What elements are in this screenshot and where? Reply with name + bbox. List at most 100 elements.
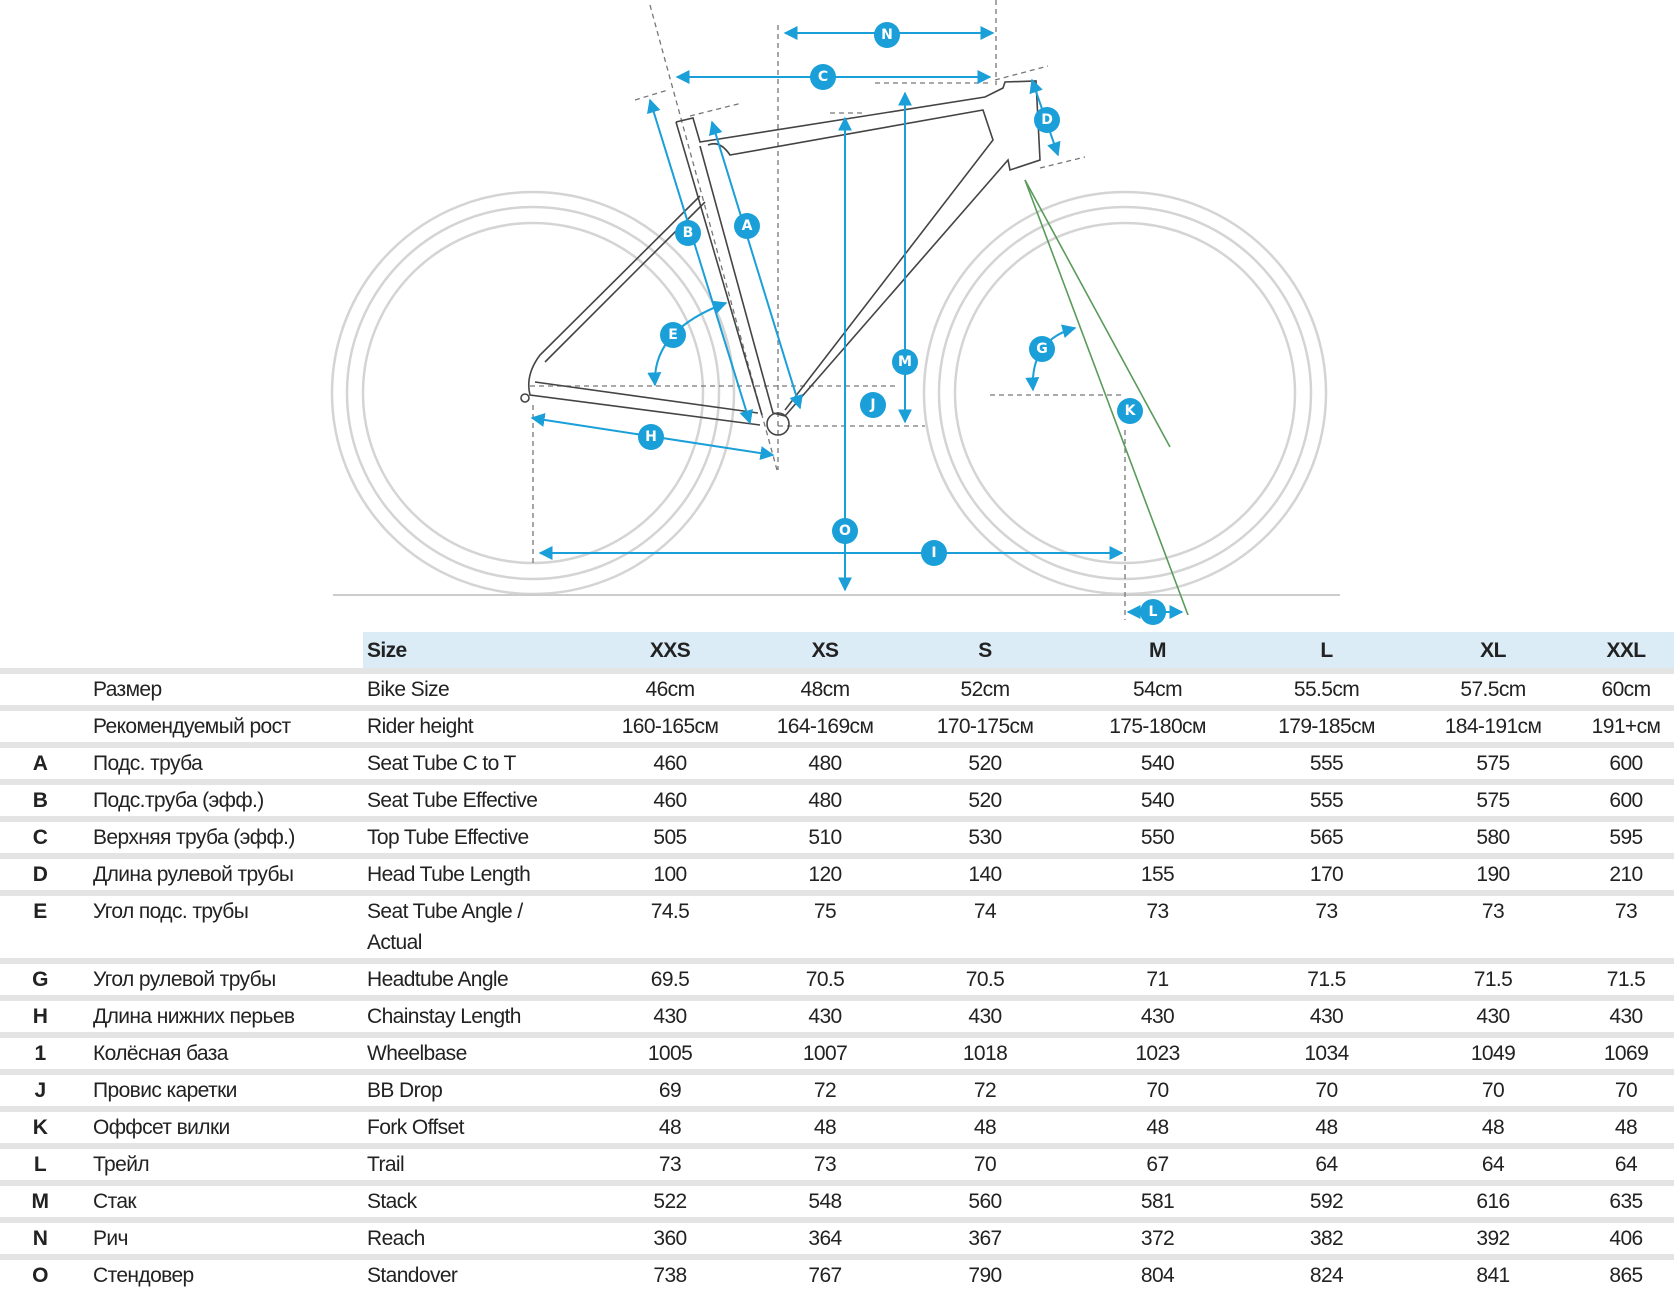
fork-lines (1024, 179, 1189, 616)
svg-text:A: A (742, 218, 753, 234)
row-value: 190 (1408, 853, 1578, 893)
size-xxl-header: XXL (1578, 632, 1674, 671)
row-value: 70 (1578, 1069, 1674, 1109)
row-value: 530 (900, 816, 1070, 856)
row-value: 580 (1408, 816, 1578, 856)
row-value: 1007 (750, 1032, 900, 1072)
row-value: 430 (1408, 995, 1578, 1035)
row-value: 1018 (900, 1032, 1070, 1072)
row-value: 430 (590, 995, 750, 1035)
row-value: 57.5cm (1408, 668, 1578, 708)
table-row: 1 Колёсная база Wheelbase 1005 1007 1018 1023 1… (0, 1032, 1674, 1072)
svg-text:J: J (869, 397, 875, 413)
badge-e: E (660, 322, 686, 348)
svg-text:D: D (1041, 112, 1053, 128)
badge-o: O (832, 518, 858, 544)
svg-text:L: L (1149, 604, 1158, 620)
row-letter: J (0, 1069, 80, 1109)
row-value: 430 (1245, 995, 1408, 1035)
row-letter (0, 705, 80, 745)
row-value: 73 (1070, 890, 1245, 961)
row-letter: D (0, 853, 80, 893)
size-s-header: S (900, 632, 1070, 671)
row-label-en: Reach (363, 1217, 590, 1257)
row-value: 70 (1408, 1069, 1578, 1109)
row-value: 69.5 (590, 958, 750, 998)
svg-text:B: B (683, 225, 694, 241)
row-value: 64 (1408, 1143, 1578, 1183)
row-value: 790 (900, 1254, 1070, 1291)
row-value: 48 (900, 1106, 1070, 1146)
row-value: 1034 (1245, 1032, 1408, 1072)
row-value: 54cm (1070, 668, 1245, 708)
row-value: 70 (1070, 1069, 1245, 1109)
row-label-en: Seat Tube Effective (363, 779, 590, 819)
table-row: H Длина нижних перьев Chainstay Length 430 4… (0, 995, 1674, 1035)
row-value: 575 (1408, 779, 1578, 819)
row-value: 48 (1578, 1106, 1674, 1146)
row-value: 71 (1070, 958, 1245, 998)
row-letter (0, 668, 80, 708)
size-xl-header: XL (1408, 632, 1578, 671)
row-value: 575 (1408, 742, 1578, 782)
row-value: 170 (1245, 853, 1408, 893)
row-value: 52cm (900, 668, 1070, 708)
row-value: 71.5 (1408, 958, 1578, 998)
svg-text:O: O (839, 523, 851, 539)
row-value: 520 (900, 742, 1070, 782)
row-value: 175-180см (1070, 705, 1245, 745)
row-value: 48 (590, 1106, 750, 1146)
row-value: 164-169см (750, 705, 900, 745)
row-value: 595 (1578, 816, 1674, 856)
table-header-row: Size XXS XS S M L XL XXL (0, 632, 1674, 671)
row-value: 480 (750, 779, 900, 819)
badge-j: J (860, 392, 886, 418)
row-label-en: Head Tube Length (363, 853, 590, 893)
row-value: 73 (1245, 890, 1408, 961)
row-value: 550 (1070, 816, 1245, 856)
row-value: 360 (590, 1217, 750, 1257)
row-value: 73 (590, 1143, 750, 1183)
row-letter: K (0, 1106, 80, 1146)
row-label-ru: Длина рулевой трубы (80, 853, 363, 893)
table-row: B Подс.труба (эфф.) Seat Tube Effective 460… (0, 779, 1674, 819)
row-letter: A (0, 742, 80, 782)
table-row: O Стендовер Standover 738 767 790 804 824 841 865 (0, 1254, 1674, 1291)
row-label-en: Bike Size (363, 668, 590, 708)
badge-i: I (921, 540, 947, 566)
row-value: 73 (750, 1143, 900, 1183)
row-label-ru: Верхняя труба (эфф.) (80, 816, 363, 856)
dimension-arrows (530, 26, 1184, 619)
table-row: C Верхняя труба (эфф.) Top Tube Effective 5… (0, 816, 1674, 856)
row-value: 74 (900, 890, 1070, 961)
row-value: 430 (1070, 995, 1245, 1035)
row-value: 600 (1578, 742, 1674, 782)
size-l-header: L (1245, 632, 1408, 671)
row-value: 60cm (1578, 668, 1674, 708)
svg-text:I: I (931, 545, 936, 561)
row-letter: C (0, 816, 80, 856)
row-value: 560 (900, 1180, 1070, 1220)
row-value: 70.5 (750, 958, 900, 998)
row-value: 64 (1578, 1143, 1674, 1183)
row-label-en: Trail (363, 1143, 590, 1183)
row-value: 600 (1578, 779, 1674, 819)
row-label-en: Stack (363, 1180, 590, 1220)
badge-d: D (1034, 107, 1060, 133)
svg-text:C: C (818, 69, 828, 85)
row-value: 767 (750, 1254, 900, 1291)
row-value: 48 (1245, 1106, 1408, 1146)
row-value: 75 (750, 890, 900, 961)
badge-k: K (1117, 398, 1143, 424)
row-value: 372 (1070, 1217, 1245, 1257)
bike-frame (520, 80, 1041, 436)
row-value: 74.5 (590, 890, 750, 961)
svg-text:K: K (1125, 403, 1137, 419)
row-value: 522 (590, 1180, 750, 1220)
row-letter: O (0, 1254, 80, 1291)
row-value: 738 (590, 1254, 750, 1291)
row-value: 73 (1578, 890, 1674, 961)
row-label-ru: Рич (80, 1217, 363, 1257)
row-value: 70.5 (900, 958, 1070, 998)
svg-text:G: G (1036, 341, 1048, 357)
